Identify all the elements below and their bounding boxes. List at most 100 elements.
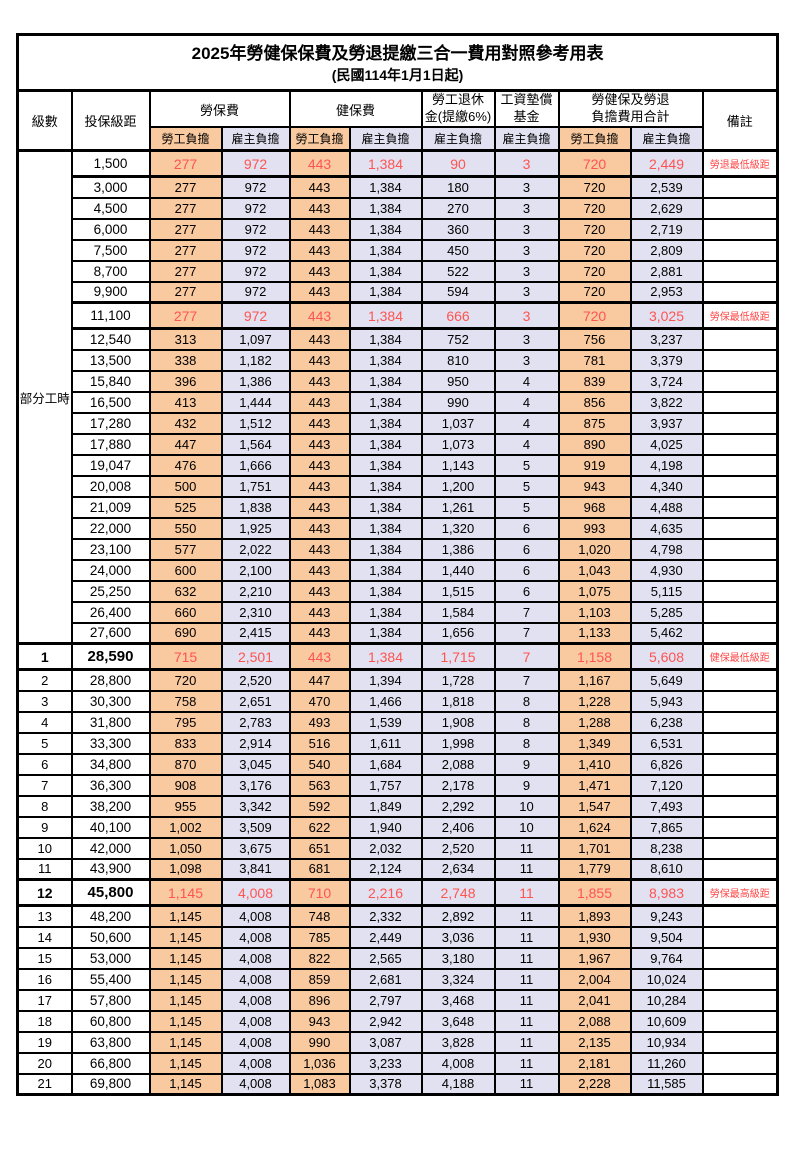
cell-total-employer: 5,115 xyxy=(629,579,704,603)
cell-labor-employer: 972 xyxy=(220,238,291,262)
cell-level: 4 xyxy=(16,710,73,734)
cell-health-employer: 2,797 xyxy=(348,988,423,1012)
cell-remark xyxy=(701,432,779,456)
cell-wage-fund-employer: 4 xyxy=(493,432,560,456)
cell-labor-employer: 1,182 xyxy=(220,348,291,372)
cell-health-employer: 2,216 xyxy=(348,878,423,907)
cell-labor-employee: 1,145 xyxy=(148,925,223,949)
table-title-cell: 2025年勞健保保費及勞退提繳三合一費用對照參考用表 (民國114年1月1日起) xyxy=(16,33,779,92)
cell-bracket: 19,047 xyxy=(70,453,151,477)
cell-labor-employee: 277 xyxy=(148,238,223,262)
cell-labor-employer: 3,509 xyxy=(220,815,291,839)
cell-health-employee: 443 xyxy=(288,175,351,199)
cell-wage-fund-employer: 11 xyxy=(493,988,560,1012)
cell-total-employer: 5,608 xyxy=(629,642,704,671)
cell-labor-employer: 3,176 xyxy=(220,773,291,797)
cell-total-employee: 875 xyxy=(557,411,632,435)
cell-health-employee: 443 xyxy=(288,411,351,435)
table-body: 部分工時 1,500 277 972 443 1,384 90 3 720 2,449 勞退最低級距… xyxy=(16,149,779,1096)
cell-health-employee: 443 xyxy=(288,390,351,414)
cell-total-employer: 2,449 xyxy=(629,149,704,178)
table-row: 1 28,590 715 2,501 443 1,384 1,715 7 1,158 5,608 健… xyxy=(16,642,779,671)
cell-labor-employee: 908 xyxy=(148,773,223,797)
cell-wage-fund-employer: 3 xyxy=(493,196,560,220)
table-row: 4,500 277 972 443 1,384 270 3 720 2,629 xyxy=(18,196,779,220)
cell-wage-fund-employer: 4 xyxy=(493,411,560,435)
cell-total-employee: 2,135 xyxy=(557,1030,632,1054)
cell-total-employee: 1,410 xyxy=(557,752,632,776)
table-row: 14 50,600 1,145 4,008 785 2,449 3,036 11 1,930 9,… xyxy=(16,925,779,949)
cell-labor-employee: 577 xyxy=(148,537,223,561)
cell-total-employer: 4,025 xyxy=(629,432,704,456)
cell-level-part-time-group: 部分工時 xyxy=(16,149,73,645)
cell-total-employee: 968 xyxy=(557,495,632,519)
cell-total-employee: 1,349 xyxy=(557,731,632,755)
cell-total-employer: 6,531 xyxy=(629,731,704,755)
wage-fund-header-line1: 工資墊償 xyxy=(500,92,553,108)
cell-total-employer: 2,719 xyxy=(629,217,704,241)
cell-level: 18 xyxy=(16,1009,73,1033)
cell-labor-employee: 1,145 xyxy=(148,967,223,991)
cell-health-employer: 1,384 xyxy=(348,390,423,414)
cell-remark xyxy=(701,537,779,561)
cell-labor-employee: 758 xyxy=(148,689,223,713)
table-row: 5 33,300 833 2,914 516 1,611 1,998 8 1,349 6,531 xyxy=(16,731,779,755)
cell-pension-employer: 950 xyxy=(420,369,496,393)
cell-total-employer: 10,284 xyxy=(629,988,704,1012)
cell-remark xyxy=(701,1030,779,1054)
cell-health-employer: 1,384 xyxy=(348,259,423,283)
cell-bracket: 1,500 xyxy=(70,149,151,178)
cell-labor-employer: 3,841 xyxy=(220,857,291,881)
cell-wage-fund-employer: 8 xyxy=(493,689,560,713)
table-header: 2025年勞健保保費及勞退提繳三合一費用對照參考用表 (民國114年1月1日起)… xyxy=(16,33,779,152)
cell-labor-employer: 972 xyxy=(220,301,291,330)
cell-pension-employer: 810 xyxy=(420,348,496,372)
cell-pension-employer: 450 xyxy=(420,238,496,262)
cell-labor-employer: 2,210 xyxy=(220,579,291,603)
cell-wage-fund-employer: 3 xyxy=(493,327,560,351)
table-row: 24,000 600 2,100 443 1,384 1,440 6 1,043 4,930 xyxy=(18,558,779,582)
cell-labor-employee: 338 xyxy=(148,348,223,372)
cell-health-employee: 592 xyxy=(288,794,351,818)
cell-health-employee: 710 xyxy=(288,878,351,907)
cell-health-employer: 2,032 xyxy=(348,836,423,860)
table-row: 20,008 500 1,751 443 1,384 1,200 5 943 4,340 xyxy=(18,474,779,498)
cell-level: 11 xyxy=(16,857,73,881)
cell-health-employer: 2,942 xyxy=(348,1009,423,1033)
cell-total-employee: 2,041 xyxy=(557,988,632,1012)
cell-labor-employee: 476 xyxy=(148,453,223,477)
cell-total-employee: 1,967 xyxy=(557,946,632,970)
col-header-remark: 備註 xyxy=(701,89,779,152)
cell-pension-employer: 1,908 xyxy=(420,710,496,734)
cell-bracket: 60,800 xyxy=(70,1009,151,1033)
table-row: 6,000 277 972 443 1,384 360 3 720 2,719 xyxy=(18,217,779,241)
cell-pension-employer: 3,180 xyxy=(420,946,496,970)
cell-pension-employer: 4,188 xyxy=(420,1072,496,1096)
subheader-health-employee: 勞工負擔 xyxy=(288,126,351,152)
table-row: 23,100 577 2,022 443 1,384 1,386 6 1,020 4,798 xyxy=(18,537,779,561)
cell-pension-employer: 3,036 xyxy=(420,925,496,949)
cell-labor-employer: 2,783 xyxy=(220,710,291,734)
cell-total-employee: 1,167 xyxy=(557,668,632,692)
table-row: 9 40,100 1,002 3,509 622 1,940 2,406 10 1,624 7,8… xyxy=(16,815,779,839)
cell-health-employee: 540 xyxy=(288,752,351,776)
cell-health-employee: 443 xyxy=(288,600,351,624)
cell-remark xyxy=(701,259,779,283)
cell-remark xyxy=(701,348,779,372)
cell-total-employer: 10,024 xyxy=(629,967,704,991)
cell-level: 16 xyxy=(16,967,73,991)
cell-health-employer: 1,384 xyxy=(348,474,423,498)
table-row: 10 42,000 1,050 3,675 651 2,032 2,520 11 1,701 8,… xyxy=(16,836,779,860)
cell-remark xyxy=(701,238,779,262)
cell-total-employee: 1,228 xyxy=(557,689,632,713)
cell-health-employer: 2,332 xyxy=(348,904,423,928)
table-row: 12,540 313 1,097 443 1,384 752 3 756 3,237 xyxy=(18,327,779,351)
cell-total-employee: 890 xyxy=(557,432,632,456)
table-row: 19,047 476 1,666 443 1,384 1,143 5 919 4,198 xyxy=(18,453,779,477)
cell-wage-fund-employer: 6 xyxy=(493,558,560,582)
cell-labor-employee: 413 xyxy=(148,390,223,414)
cell-remark xyxy=(701,495,779,519)
cell-labor-employee: 632 xyxy=(148,579,223,603)
cell-labor-employee: 600 xyxy=(148,558,223,582)
cell-bracket: 3,000 xyxy=(70,175,151,199)
